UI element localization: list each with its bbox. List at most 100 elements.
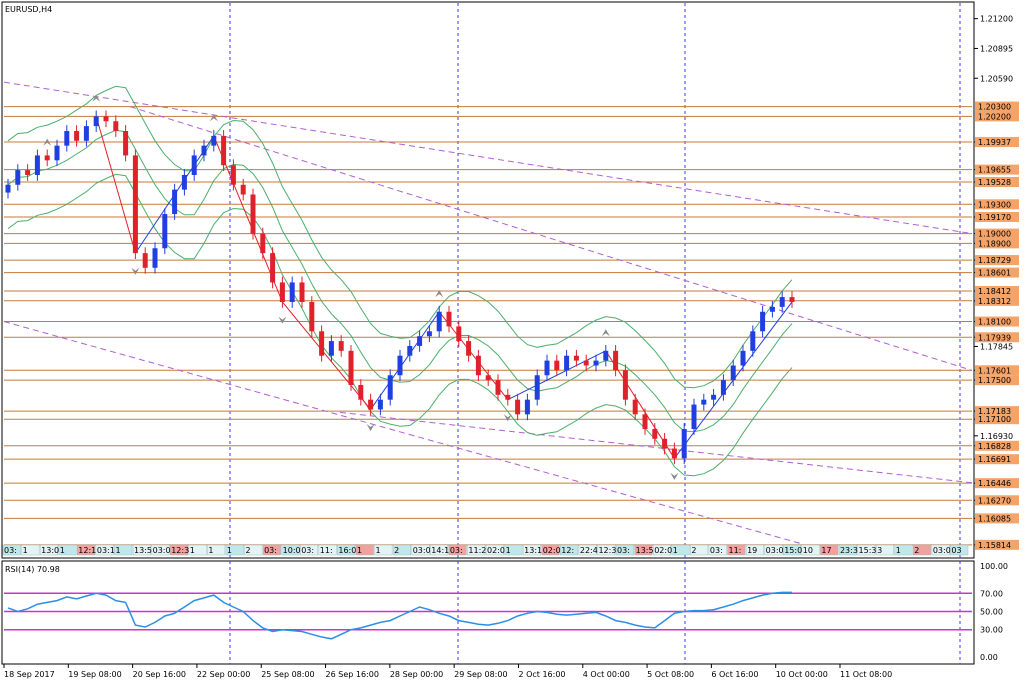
time-tag xyxy=(857,544,876,556)
time-tag-label: 1 xyxy=(357,546,362,555)
time-tag-label: 2 xyxy=(246,546,251,555)
candle-body xyxy=(407,345,413,356)
time-tag xyxy=(950,544,969,556)
trend-line xyxy=(129,106,973,371)
candlesticks xyxy=(5,110,795,465)
candle-body xyxy=(358,385,364,400)
bollinger-bands xyxy=(7,85,793,477)
time-tag-label: 1 xyxy=(896,546,901,555)
time-tick-label: 28 Sep 00:00 xyxy=(390,670,443,679)
level-price-tag xyxy=(975,295,1019,306)
candle-body xyxy=(750,331,756,351)
time-tag xyxy=(392,544,411,556)
time-tag xyxy=(337,544,356,556)
candle-body xyxy=(123,131,129,156)
trend-line xyxy=(3,321,801,544)
trend-line xyxy=(3,81,973,235)
time-tag-label: 13:00 xyxy=(41,546,64,555)
time-tag-label: 12:37 xyxy=(598,546,621,555)
level-price-tag-label: 1.18601 xyxy=(978,269,1011,278)
time-tag-label: 03: xyxy=(617,546,630,555)
level-price-tag xyxy=(975,111,1019,122)
time-tag xyxy=(77,544,96,556)
candle-body xyxy=(720,380,726,395)
level-price-tag-label: 1.16446 xyxy=(978,479,1011,488)
fractal-arrow-icon xyxy=(601,329,610,337)
time-tag xyxy=(913,544,932,556)
candle-body xyxy=(397,355,403,376)
time-tag-label: 13:51 xyxy=(134,546,157,555)
price-tick-label: 1.20590 xyxy=(980,74,1013,83)
zigzag-segment xyxy=(282,301,371,410)
time-tag xyxy=(708,544,727,556)
level-price-tag xyxy=(975,101,1019,112)
time-tag-label: 16:00 xyxy=(338,546,361,555)
time-tag xyxy=(262,544,281,556)
time-tag-label: 23:30 xyxy=(840,546,863,555)
band-upper xyxy=(7,85,793,389)
time-tag xyxy=(782,544,802,556)
level-price-tag-label: 1.20300 xyxy=(978,103,1011,112)
level-price-tag xyxy=(975,440,1019,451)
price-tick-label: 1.21200 xyxy=(980,15,1013,24)
candle-body xyxy=(760,311,766,332)
candle-body xyxy=(240,184,246,195)
time-tag xyxy=(318,544,337,556)
time-tag-label: 03:1 xyxy=(97,546,115,555)
candle-body xyxy=(671,448,677,459)
time-tag xyxy=(931,544,950,556)
candle-body xyxy=(417,336,423,346)
rsi-label: RSI(14) 70.98 xyxy=(5,565,60,574)
time-tag-label: 14:1 xyxy=(431,546,449,555)
candle-body xyxy=(436,311,442,332)
level-price-tag xyxy=(975,199,1019,210)
candle-body xyxy=(524,399,530,415)
fractal-arrows xyxy=(43,94,679,480)
time-tag xyxy=(355,544,374,556)
time-tag-label: 1 xyxy=(227,546,232,555)
candle-body xyxy=(250,194,256,234)
candle-body xyxy=(279,282,285,302)
time-tick-label: 26 Sep 16:00 xyxy=(326,670,379,679)
time-tick-label: 4 Oct 00:00 xyxy=(583,670,630,679)
rsi-frame xyxy=(1,560,975,665)
level-price-tag-label: 1.17939 xyxy=(978,333,1011,342)
time-tag-label: 02:01 xyxy=(543,546,566,555)
time-tag-label: 02:0 xyxy=(487,546,505,555)
candle-body xyxy=(83,126,89,141)
time-tag xyxy=(374,544,393,556)
time-tag-label: 1 xyxy=(60,546,65,555)
candle-body xyxy=(201,145,207,156)
level-price-tag-label: 1.18412 xyxy=(978,287,1011,296)
level-price-tag xyxy=(975,513,1019,524)
time-tag xyxy=(485,544,504,556)
candle-body xyxy=(181,174,187,190)
level-price-tag xyxy=(975,454,1019,465)
candle-body xyxy=(515,399,521,415)
time-tag xyxy=(207,544,226,556)
time-tick-label: 22 Sep 00:00 xyxy=(197,670,250,679)
candle-body xyxy=(162,214,168,249)
level-price-tag xyxy=(975,316,1019,327)
candle-body xyxy=(485,375,491,381)
fractal-arrow-icon xyxy=(43,138,52,146)
time-tag-label: 03:00 xyxy=(413,546,436,555)
candle-body xyxy=(74,131,80,141)
time-tag xyxy=(745,544,764,556)
level-price-tag xyxy=(975,238,1019,249)
time-tag-label: 17 xyxy=(821,546,831,555)
candle-body xyxy=(426,331,432,337)
level-price-tag xyxy=(975,539,1019,550)
candle-body xyxy=(613,350,619,371)
level-price-tag-label: 1.16085 xyxy=(978,514,1011,523)
time-tag-label: 02:01 xyxy=(654,546,677,555)
level-price-tag xyxy=(975,137,1019,148)
level-price-tag xyxy=(975,267,1019,278)
level-price-tag xyxy=(975,286,1019,297)
fractal-arrow-icon xyxy=(278,316,287,324)
candle-body xyxy=(456,326,462,342)
time-tag-label: 1 xyxy=(115,546,120,555)
candle-body xyxy=(564,355,570,371)
